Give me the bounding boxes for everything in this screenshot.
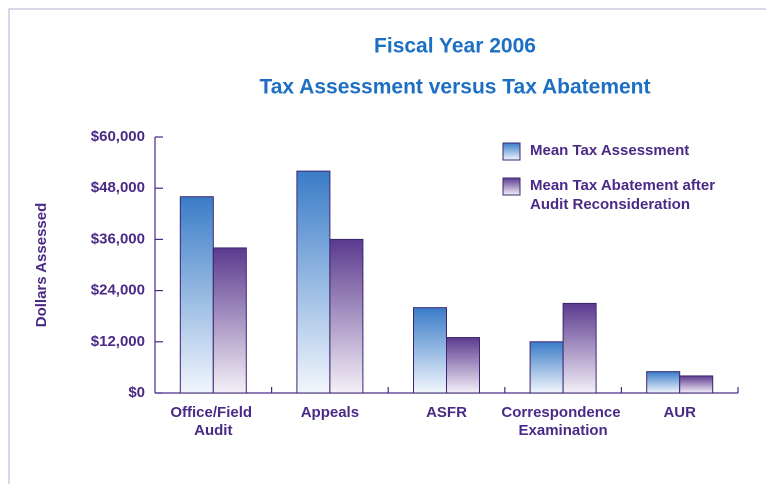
bar <box>413 307 447 394</box>
bar <box>562 302 597 394</box>
x-tick-label: Correspondence Examination <box>501 404 624 439</box>
bar <box>646 371 681 394</box>
y-tick-label: $36,000 <box>91 230 145 247</box>
bar <box>529 341 564 394</box>
bar <box>679 375 714 394</box>
legend-label: Mean Tax Assessment <box>530 142 689 159</box>
y-tick-label: $24,000 <box>91 282 145 299</box>
bar <box>179 196 214 394</box>
legend-swatch <box>502 142 521 161</box>
x-tick-label: Appeals <box>301 404 359 421</box>
chart-title: Fiscal Year 2006 <box>374 35 536 58</box>
bar <box>329 238 364 394</box>
y-tick-label: $60,000 <box>91 128 145 145</box>
y-tick-label: $12,000 <box>91 333 145 350</box>
bar <box>296 170 331 394</box>
frame <box>8 8 766 484</box>
x-tick-label: ASFR <box>426 404 467 421</box>
y-axis-title: Dollars Assessed <box>33 203 50 328</box>
legend-label: Mean Tax Abatement after Audit Reconside… <box>530 177 719 213</box>
y-tick-label: $48,000 <box>91 179 145 196</box>
bar <box>446 337 480 394</box>
legend-swatch <box>502 177 521 196</box>
x-tick-label: AUR <box>663 404 696 421</box>
y-tick-label: $0 <box>128 384 145 401</box>
chart-subtitle: Tax Assessment versus Tax Abatement <box>259 76 650 99</box>
bar <box>212 247 247 394</box>
x-tick-label: Office/Field Audit <box>170 404 256 439</box>
